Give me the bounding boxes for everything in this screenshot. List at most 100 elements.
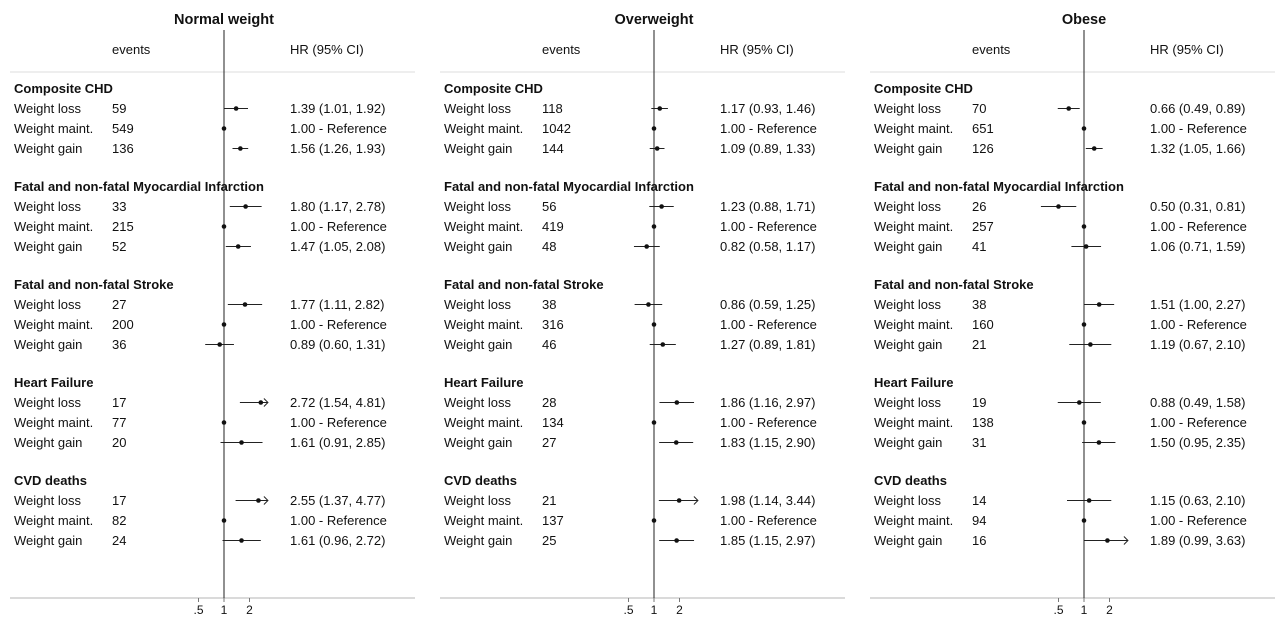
hr-point <box>233 106 239 111</box>
event-count: 28 <box>542 395 556 410</box>
event-count: 160 <box>972 317 994 332</box>
row-label: Weight gain <box>874 239 942 254</box>
panel-normal-weight-x-tick-label: .5 <box>193 603 203 617</box>
hr-point <box>659 204 664 209</box>
panel-overweight-x-tick-label: .5 <box>623 603 633 617</box>
event-count: 38 <box>972 297 986 312</box>
panel-overweight-events-header: events <box>542 42 581 57</box>
hr-ci-text: 2.55 (1.37, 4.77) <box>290 493 385 508</box>
hr-ci-text: 1.85 (1.15, 2.97) <box>720 533 815 548</box>
panel-normal-weight-x-tick-label: 1 <box>221 603 228 617</box>
hr-ci-text: 1.06 (0.71, 1.59) <box>1150 239 1245 254</box>
reference-point <box>1081 420 1087 425</box>
group-title-heart-failure: Heart Failure <box>14 375 93 390</box>
panel-normal-weight-title: Normal weight <box>174 12 274 28</box>
row-label: Weight loss <box>874 493 941 508</box>
row-label: Weight maint. <box>444 121 523 136</box>
event-count: 82 <box>112 513 126 528</box>
group-title-fatal-and-non-fatal-myocardial-infarction: Fatal and non-fatal Myocardial Infarctio… <box>874 179 1124 194</box>
hr-ci-text: 1.00 - Reference <box>290 513 387 528</box>
hr-ci-text: 1.17 (0.93, 1.46) <box>720 101 815 116</box>
group-title-cvd-deaths: CVD deaths <box>14 473 87 488</box>
event-count: 94 <box>972 513 986 528</box>
hr-ci-text: 0.50 (0.31, 0.81) <box>1150 199 1245 214</box>
event-count: 21 <box>542 493 556 508</box>
ci-clip-arrow <box>1123 536 1129 545</box>
row-label: Weight maint. <box>14 415 93 430</box>
event-count: 126 <box>972 141 994 156</box>
row-label: Weight loss <box>14 395 81 410</box>
hr-ci-text: 1.47 (1.05, 2.08) <box>290 239 385 254</box>
row-label: Weight loss <box>874 101 941 116</box>
hr-ci-text: 1.51 (1.00, 2.27) <box>1150 297 1245 312</box>
row-label: Weight gain <box>874 141 942 156</box>
row-label: Weight maint. <box>14 317 93 332</box>
event-count: 31 <box>972 435 986 450</box>
row-label: Weight maint. <box>14 121 93 136</box>
hr-ci-text: 1.98 (1.14, 3.44) <box>720 493 815 508</box>
group-title-fatal-and-non-fatal-myocardial-infarction: Fatal and non-fatal Myocardial Infarctio… <box>444 179 694 194</box>
event-count: 144 <box>542 141 564 156</box>
hr-point <box>239 538 244 543</box>
group-title-heart-failure: Heart Failure <box>444 375 523 390</box>
row-label: Weight maint. <box>444 219 523 234</box>
hr-ci-text: 1.50 (0.95, 2.35) <box>1150 435 1245 450</box>
event-count: 215 <box>112 219 134 234</box>
hr-point <box>1088 342 1093 347</box>
ci-clip-arrow <box>693 496 699 505</box>
panel-obese-x-tick-label: 2 <box>1106 603 1113 617</box>
hr-point <box>235 244 241 249</box>
row-label: Weight loss <box>874 395 941 410</box>
ci-clip-arrow <box>263 398 269 407</box>
group-title-heart-failure: Heart Failure <box>874 375 953 390</box>
hr-ci-text: 0.66 (0.49, 0.89) <box>1150 101 1245 116</box>
hr-point <box>256 498 261 503</box>
hr-ci-text: 1.77 (1.11, 2.82) <box>290 297 384 312</box>
panel-overweight-title: Overweight <box>615 12 694 28</box>
row-label: Weight gain <box>444 141 512 156</box>
hr-ci-text: 1.39 (1.01, 1.92) <box>290 101 385 116</box>
hr-point <box>1076 400 1082 405</box>
hr-point <box>1096 440 1102 445</box>
hr-point <box>654 146 660 151</box>
hr-point <box>1105 538 1110 543</box>
event-count: 134 <box>542 415 564 430</box>
event-count: 1042 <box>542 121 571 136</box>
reference-point <box>221 518 227 523</box>
hr-point <box>674 400 680 405</box>
group-title-fatal-and-non-fatal-myocardial-infarction: Fatal and non-fatal Myocardial Infarctio… <box>14 179 264 194</box>
event-count: 17 <box>112 395 126 410</box>
panel-overweight-hr-header: HR (95% CI) <box>720 42 794 57</box>
group-title-cvd-deaths: CVD deaths <box>874 473 947 488</box>
row-label: Weight gain <box>874 533 942 548</box>
hr-point <box>1086 498 1092 503</box>
hr-ci-text: 1.89 (0.99, 3.63) <box>1150 533 1245 548</box>
reference-point <box>1081 322 1087 327</box>
panel-obese-x-tick-label: .5 <box>1053 603 1063 617</box>
row-label: Weight gain <box>14 239 82 254</box>
event-count: 118 <box>542 101 563 116</box>
row-label: Weight gain <box>444 337 512 352</box>
hr-ci-text: 1.00 - Reference <box>290 317 387 332</box>
row-label: Weight gain <box>874 435 942 450</box>
event-count: 24 <box>112 533 126 548</box>
hr-point <box>1083 244 1089 249</box>
hr-ci-text: 1.00 - Reference <box>1150 121 1247 136</box>
event-count: 56 <box>542 199 556 214</box>
group-title-fatal-and-non-fatal-stroke: Fatal and non-fatal Stroke <box>874 277 1034 292</box>
row-label: Weight loss <box>874 297 941 312</box>
hr-point <box>674 538 679 543</box>
row-label: Weight maint. <box>874 219 953 234</box>
row-label: Weight maint. <box>444 513 523 528</box>
row-label: Weight gain <box>444 435 512 450</box>
hr-point <box>644 244 649 249</box>
hr-ci-text: 1.00 - Reference <box>290 415 387 430</box>
hr-ci-text: 1.32 (1.05, 1.66) <box>1150 141 1245 156</box>
hr-ci-text: 1.15 (0.63, 2.10) <box>1150 493 1245 508</box>
event-count: 16 <box>972 533 986 548</box>
reference-point <box>221 224 227 229</box>
event-count: 19 <box>972 395 986 410</box>
row-label: Weight gain <box>444 533 512 548</box>
hr-ci-text: 1.00 - Reference <box>1150 317 1247 332</box>
event-count: 257 <box>972 219 994 234</box>
